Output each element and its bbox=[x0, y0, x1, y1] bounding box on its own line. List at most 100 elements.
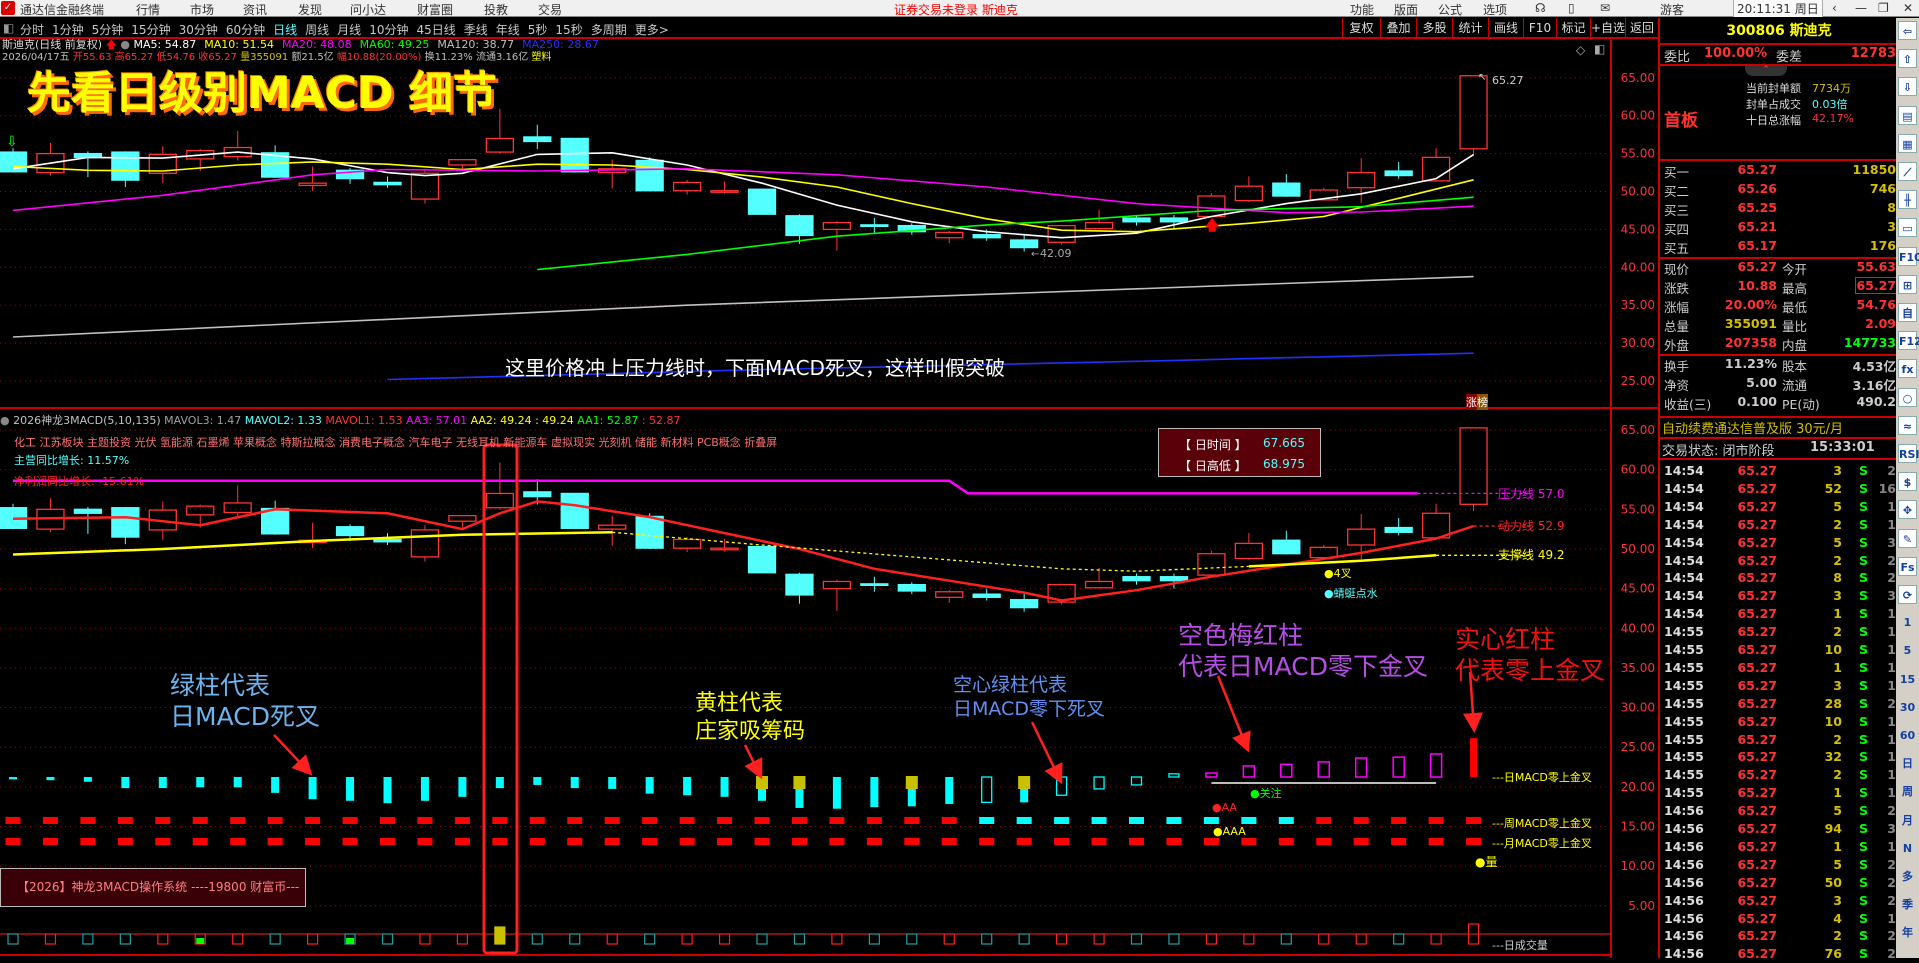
minimize-icon[interactable]: — bbox=[1855, 1, 1867, 15]
tree-icon[interactable]: ⊞ bbox=[1898, 274, 1917, 294]
diamond-icon[interactable]: ◇ bbox=[1576, 43, 1586, 57]
kline-chart[interactable]: 65.00 60.00 55.00 50.00 45.00 40.00 35.00 30.00… bbox=[0, 0, 1660, 958]
period-shortcut[interactable]: 年 bbox=[1902, 926, 1913, 940]
menu-news[interactable]: 资讯 bbox=[243, 3, 268, 17]
service-icon[interactable]: ☊ bbox=[1535, 1, 1546, 15]
tool-button[interactable]: 多股 bbox=[1416, 18, 1452, 39]
bid-row[interactable]: 买三 65.25 8 bbox=[1664, 200, 1896, 219]
bid-row[interactable]: 买一 65.27 11850 bbox=[1664, 162, 1896, 181]
period-tab[interactable]: 15分钟 bbox=[131, 23, 171, 37]
tool-button[interactable]: 复权 bbox=[1342, 18, 1380, 39]
candle-body bbox=[672, 538, 702, 549]
rsi-icon[interactable]: RSI bbox=[1898, 444, 1919, 463]
period-shortcut[interactable]: 多 bbox=[1902, 870, 1913, 883]
panel-toggle-icon[interactable]: ◧ bbox=[3, 21, 15, 35]
tool-button[interactable]: 标记 bbox=[1556, 18, 1590, 39]
bid-row[interactable]: 买二 65.26 746 bbox=[1664, 181, 1896, 200]
tool-button[interactable]: 画线 bbox=[1488, 18, 1523, 39]
period-shortcut[interactable]: 15 bbox=[1899, 672, 1916, 686]
period-shortcut[interactable]: N bbox=[1902, 841, 1913, 855]
login-notice[interactable]: 证券交易未登录 斯迪克 bbox=[894, 3, 1018, 17]
period-tab[interactable]: 10分钟 bbox=[369, 23, 409, 37]
period-tab[interactable]: 1分钟 bbox=[52, 23, 84, 37]
bid-row[interactable]: 买四 65.21 3 bbox=[1664, 219, 1896, 238]
period-tab[interactable]: 分时 bbox=[20, 23, 45, 37]
line-chart-icon[interactable]: ⟋ bbox=[1898, 162, 1917, 181]
back-icon[interactable]: ‹ bbox=[1832, 1, 1837, 15]
money-icon[interactable]: $ bbox=[1898, 472, 1917, 492]
period-tab[interactable]: 60分钟 bbox=[225, 23, 266, 37]
menu-trade[interactable]: 交易 bbox=[538, 3, 563, 17]
period-shortcut[interactable]: 季 bbox=[1902, 898, 1913, 912]
menu-layout[interactable]: 版面 bbox=[1394, 3, 1419, 17]
window-toggle-icon[interactable]: ◧ bbox=[1594, 42, 1606, 56]
table-icon[interactable]: ▦ bbox=[1898, 133, 1917, 153]
clock: 20:11:31 周日 bbox=[1733, 0, 1823, 17]
expand-icon[interactable]: ⌃ bbox=[1745, 66, 1787, 76]
menu-formula[interactable]: 公式 bbox=[1438, 3, 1463, 17]
period-tab[interactable]: 5秒 bbox=[527, 23, 548, 37]
tool-button[interactable]: 叠加 bbox=[1380, 18, 1416, 39]
bid-row[interactable]: 买五 65.17 176 bbox=[1664, 238, 1896, 257]
formula-icon[interactable]: fx bbox=[1898, 359, 1917, 379]
promo-text[interactable]: 自动续费通达信普及版 30元/月 bbox=[1662, 422, 1844, 437]
circle-icon[interactable]: ○ bbox=[1898, 387, 1917, 407]
pencil-icon[interactable]: ✎ bbox=[1898, 528, 1917, 548]
period-tab[interactable]: 季线 bbox=[463, 23, 488, 37]
period-tab[interactable]: 15秒 bbox=[555, 23, 583, 37]
period-shortcut[interactable]: 30 bbox=[1899, 700, 1916, 714]
period-shortcut[interactable]: 1 bbox=[1903, 616, 1912, 630]
period-tab[interactable]: 5分钟 bbox=[91, 23, 124, 37]
menu-market[interactable]: 市场 bbox=[190, 3, 215, 17]
period-tab[interactable]: 更多> bbox=[634, 23, 669, 37]
mail-icon[interactable]: ✉ bbox=[1600, 1, 1611, 15]
period-shortcut[interactable]: 日 bbox=[1902, 757, 1913, 771]
self-select-icon[interactable]: 自 bbox=[1898, 303, 1917, 322]
close-icon[interactable]: ✕ bbox=[1903, 1, 1914, 15]
tool-button[interactable]: +自选 bbox=[1590, 18, 1625, 39]
period-tab[interactable]: 日线 bbox=[273, 23, 298, 37]
f10-icon[interactable]: F10 bbox=[1898, 246, 1919, 266]
upper-candle bbox=[860, 218, 889, 233]
period-shortcut[interactable]: 5 bbox=[1903, 644, 1912, 658]
candle-body bbox=[822, 221, 852, 231]
monthly-macd-mark bbox=[791, 838, 807, 845]
f12-icon[interactable]: F12 bbox=[1898, 331, 1919, 351]
tool-button[interactable]: F10 bbox=[1523, 18, 1556, 39]
menu-discover[interactable]: 发现 bbox=[298, 3, 323, 17]
menu-ask[interactable]: 问小达 bbox=[350, 3, 387, 17]
collapse-icon[interactable]: ● bbox=[120, 38, 131, 51]
back-arrow-icon[interactable]: ⇦ bbox=[1898, 21, 1917, 40]
refresh-icon[interactable]: ⟳ bbox=[1898, 585, 1917, 604]
restore-icon[interactable]: ❐ bbox=[1878, 1, 1889, 15]
period-tab[interactable]: 月线 bbox=[337, 23, 362, 37]
menu-functions[interactable]: 功能 bbox=[1350, 3, 1375, 17]
period-shortcut[interactable]: 月 bbox=[1902, 813, 1913, 827]
tool-button[interactable]: 返回 bbox=[1625, 18, 1658, 39]
period-tab[interactable]: 周线 bbox=[305, 23, 330, 37]
candle-icon[interactable]: ╫ bbox=[1898, 190, 1917, 210]
user-label[interactable]: 游客 bbox=[1660, 3, 1685, 17]
menu-wealth[interactable]: 财富圈 bbox=[417, 3, 454, 17]
report-icon[interactable]: ▤ bbox=[1898, 105, 1917, 125]
windows-icon[interactable]: ▭ bbox=[1898, 218, 1917, 238]
period-tab[interactable]: 30分钟 bbox=[178, 23, 218, 37]
move-icon[interactable]: ✥ bbox=[1898, 500, 1917, 520]
tool-button[interactable]: 统计 bbox=[1452, 18, 1488, 39]
period-shortcut[interactable]: 60 bbox=[1899, 729, 1916, 742]
limit-up-badge[interactable]: 涨榜 bbox=[1466, 394, 1488, 410]
indicator-icon[interactable]: ≈ bbox=[1898, 415, 1917, 435]
stat-row: 涨幅 20.00% 最低 54.76 bbox=[1664, 297, 1896, 316]
period-shortcut[interactable]: 周 bbox=[1902, 785, 1913, 799]
up-arrow-icon[interactable]: ⇧ bbox=[1898, 49, 1917, 69]
period-tab[interactable]: 多周期 bbox=[590, 23, 627, 37]
menu-quotes[interactable]: 行情 bbox=[136, 3, 161, 17]
down-arrow-icon[interactable]: ⇩ bbox=[1898, 77, 1917, 97]
period-tab[interactable]: 年线 bbox=[495, 23, 520, 37]
collapse-icon[interactable]: ● bbox=[0, 414, 14, 427]
period-tab[interactable]: 45日线 bbox=[416, 23, 456, 37]
menu-options[interactable]: 选项 bbox=[1483, 3, 1508, 17]
phone-icon[interactable]: ▯ bbox=[1568, 1, 1575, 15]
menu-education[interactable]: 投教 bbox=[484, 3, 509, 17]
fs-icon[interactable]: Fs bbox=[1898, 556, 1917, 576]
